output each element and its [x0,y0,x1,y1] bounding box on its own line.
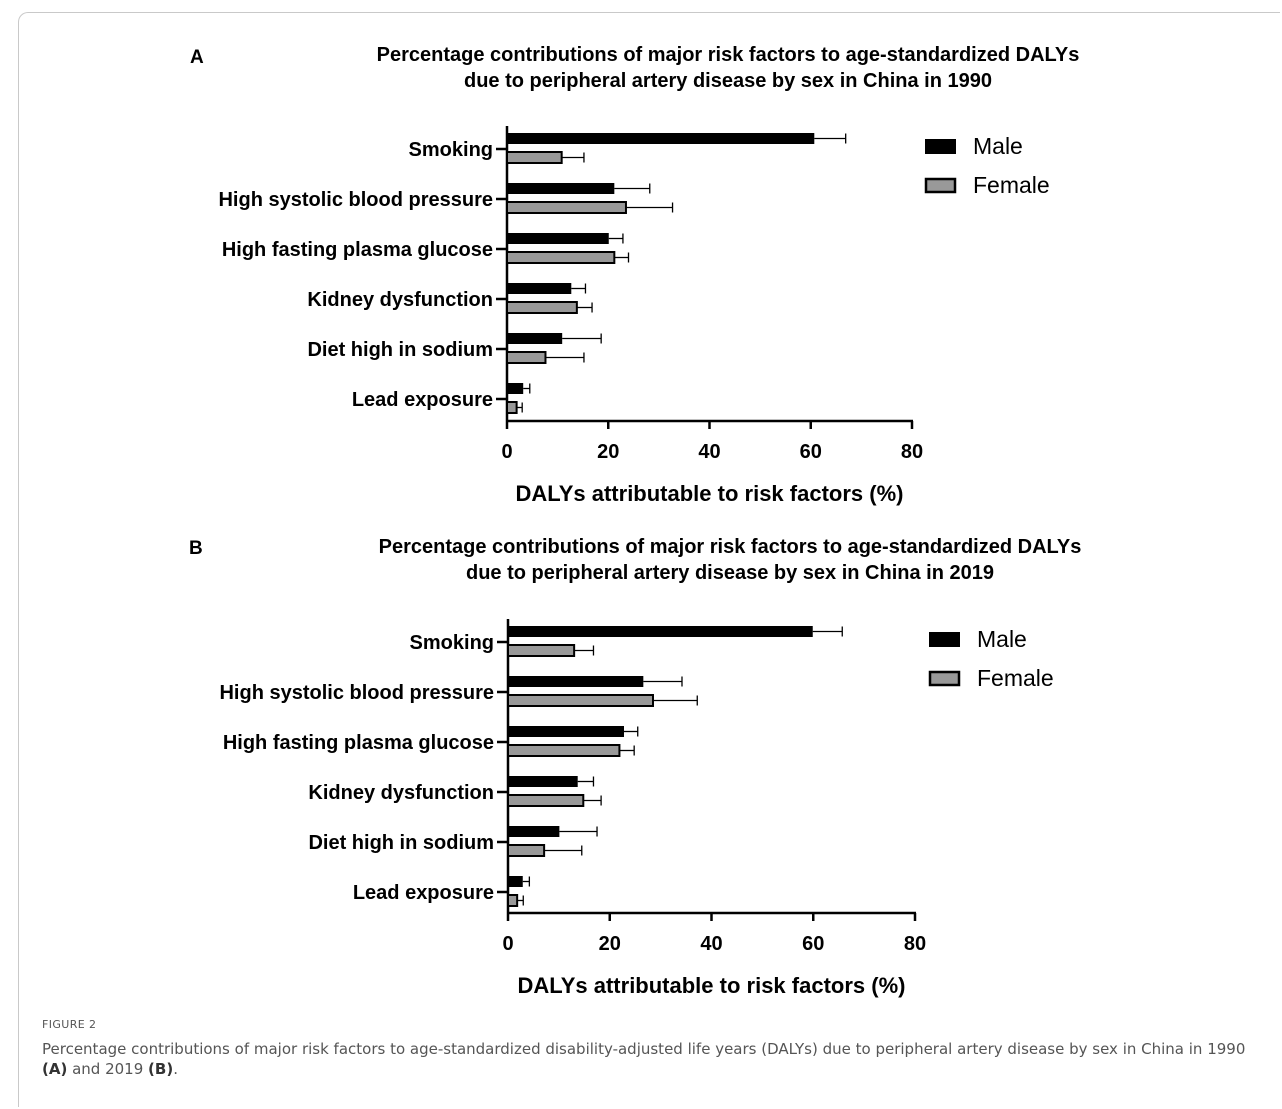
bar-female [507,894,519,907]
legend-swatch-female [924,177,957,194]
figure-caption: FIGURE 2 Percentage contributions of maj… [42,1018,1267,1079]
bar-female [506,301,578,314]
bar-male [508,826,560,837]
bar-male [507,133,815,144]
category-label: Diet high in sodium [308,832,494,854]
x-tick-label: 40 [700,933,722,955]
chart-title-line-2: due to peripheral artery disease by sex … [464,70,992,92]
legend-label-female: Female [973,172,1050,198]
bar-female [507,744,621,757]
caption-part: . [173,1060,178,1078]
category-label: Lead exposure [353,882,494,904]
bar-female [506,401,518,414]
caption-part: Percentage contributions of major risk f… [42,1040,1246,1058]
legend-label-male: Male [977,626,1027,652]
legend-swatch-male [925,139,956,154]
bar-female [507,794,585,807]
bar-male [508,676,644,687]
panel-letter: A [190,47,204,68]
chart-title-line-1: Percentage contributions of major risk f… [379,536,1082,558]
chart-title-line-2: due to peripheral artery disease by sex … [466,562,994,584]
category-label: Diet high in sodium [307,339,493,361]
bar-male [508,776,578,787]
figure-charts: A Percentage contributions of major risk … [189,44,1081,998]
bar-male [507,283,572,294]
panel-letter: B [189,538,203,559]
category-label: Smoking [410,632,494,654]
bar-male [508,726,624,737]
x-tick-label: 80 [904,933,926,955]
caption-panel-ref-b: (B) [148,1060,174,1078]
caption-panel-ref-a: (A) [42,1060,68,1078]
category-label: High fasting plasma glucose [222,239,493,261]
bar-female [506,351,547,364]
figure-label: FIGURE 2 [42,1018,97,1031]
category-label: High systolic blood pressure [219,682,494,704]
caption-text: Percentage contributions of major risk f… [42,1039,1267,1079]
category-label: Kidney dysfunction [307,289,493,311]
bar-female [506,151,563,164]
x-tick-label: 20 [597,441,619,463]
category-label: Kidney dysfunction [308,782,494,804]
bar-female [506,251,616,264]
category-label: Smoking [409,139,493,161]
bar-male [507,333,563,344]
legend-swatch-male [929,632,960,647]
category-label: High fasting plasma glucose [223,732,494,754]
chart-title-line-1: Percentage contributions of major risk f… [377,44,1080,66]
x-tick-label: 0 [502,933,513,955]
legend-swatch-female [928,670,961,687]
bar-female [506,201,627,214]
x-axis-title: DALYs attributable to risk factors (%) [518,973,906,998]
bar-female [507,844,546,857]
category-label: Lead exposure [352,389,493,411]
legend-label-male: Male [973,133,1023,159]
caption-part: and 2019 [67,1060,149,1078]
x-axis-title: DALYs attributable to risk factors (%) [516,481,904,506]
bar-female [507,694,654,707]
category-label: High systolic blood pressure [218,189,493,211]
x-tick-label: 20 [599,933,621,955]
bar-male [507,233,609,244]
chart-panel-b: B Percentage contributions of major risk … [189,536,1081,998]
x-tick-label: 40 [698,441,720,463]
x-tick-label: 60 [800,441,822,463]
bar-male [507,183,615,194]
x-tick-label: 60 [802,933,824,955]
x-tick-label: 0 [501,441,512,463]
bar-female [507,644,576,657]
bar-male [508,876,523,887]
bar-male [507,383,524,394]
x-tick-label: 80 [901,441,923,463]
legend-label-female: Female [977,665,1054,691]
figure-frame [18,12,1280,1107]
chart-panel-a: A Percentage contributions of major risk … [190,44,1079,506]
bar-male [508,626,813,637]
